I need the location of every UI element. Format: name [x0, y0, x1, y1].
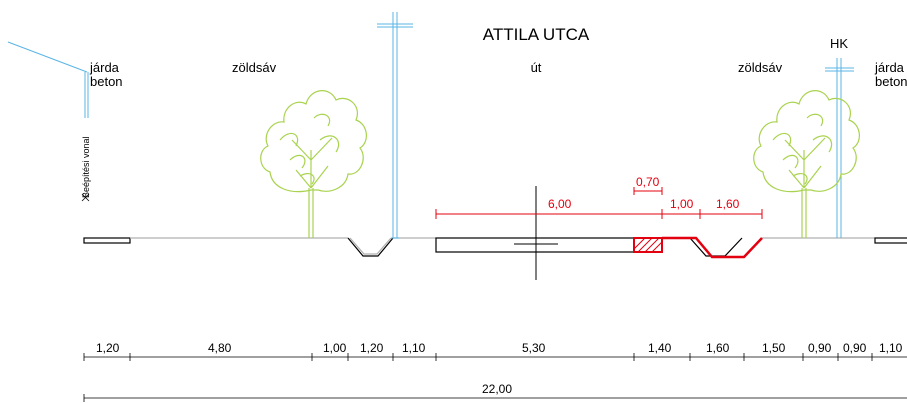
dim-10: 0,90 [808, 341, 832, 355]
red-dimension-lines [435, 187, 763, 219]
building-line-marker [81, 193, 90, 202]
road-label: út [531, 60, 542, 75]
road-axis [514, 186, 558, 280]
dim-9: 1,50 [762, 341, 786, 355]
dim-11: 0,90 [843, 341, 867, 355]
red-dim-gap: 1,00 [670, 197, 694, 211]
left-utility-pole [377, 12, 413, 239]
dim-12: 1,10 [879, 341, 903, 355]
right-sidewalk-material: beton [875, 74, 907, 89]
proposed-elements [633, 236, 763, 259]
red-dim-small: 0,70 [636, 175, 660, 189]
right-sidewalk-label: járda [874, 60, 905, 75]
bottom-dimension-chain [83, 353, 907, 402]
dim-1: 1,20 [96, 341, 120, 355]
right-utility-pole-hk [825, 58, 854, 238]
street-title: ATTILA UTCA [483, 25, 590, 44]
dim-5: 1,10 [402, 341, 426, 355]
dim-6: 5,30 [522, 341, 546, 355]
proposed-ditch [662, 236, 763, 259]
right-tree-icon [753, 90, 860, 238]
right-green-label: zöldsáv [738, 60, 783, 75]
red-dim-ditch: 1,60 [716, 197, 740, 211]
left-green-label: zöldsáv [232, 60, 277, 75]
left-sidewalk-material: beton [90, 74, 123, 89]
overhead-service-line [7, 41, 89, 118]
hk-label: HK [830, 36, 848, 51]
ground-profile [83, 237, 907, 257]
dim-7: 1,40 [648, 341, 672, 355]
dim-2: 4,80 [208, 341, 232, 355]
dim-3: 1,00 [323, 341, 347, 355]
building-line-label: Beépítési vonal [81, 136, 91, 198]
red-dim-lane: 6,00 [548, 197, 572, 211]
left-sidewalk-label: járda [89, 60, 120, 75]
left-tree-icon [260, 90, 367, 238]
dim-8: 1,60 [706, 341, 730, 355]
total-width: 22,00 [482, 382, 512, 396]
dim-4: 1,20 [360, 341, 384, 355]
